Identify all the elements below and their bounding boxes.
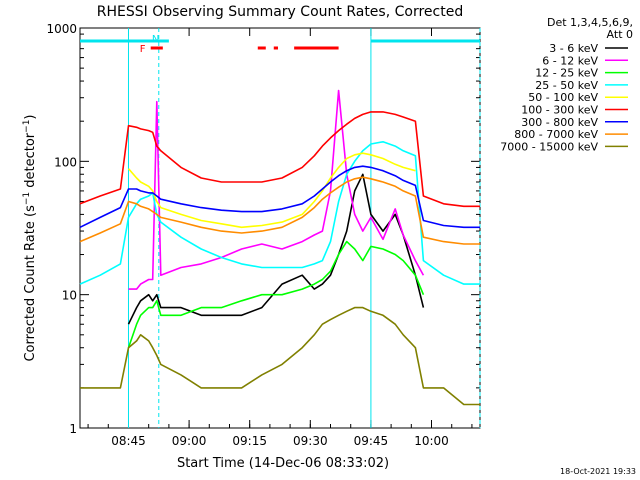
x-tick-label-2: 09:15 [232, 434, 267, 448]
series-lines [79, 89, 480, 406]
y-axis-label: Corrected Count Rate (s−1 detector−1) [22, 114, 38, 361]
flag-label-f: F [140, 44, 146, 55]
legend-header-line-1: Det 1,3,4,5,6,9, [547, 16, 633, 29]
x-tick-label-4: 09:45 [354, 434, 389, 448]
legend-label-5: 100 - 300 keV [521, 104, 598, 117]
x-tick-label-3: 09:30 [293, 434, 328, 448]
overlay-markers: FN [80, 28, 481, 428]
x-tick-label-5: 10:00 [414, 434, 449, 448]
series-line-6 [79, 165, 480, 229]
y-tick-label-1: 10 [62, 289, 77, 303]
legend-label-6: 300 - 800 keV [521, 116, 598, 129]
series-line-2 [127, 240, 425, 348]
x-tick-label-0: 08:45 [111, 434, 146, 448]
chart-title: RHESSI Observing Summary Count Rates, Co… [97, 4, 463, 20]
legend-label-4: 50 - 100 keV [528, 91, 598, 104]
x-tick-label-1: 09:00 [172, 434, 207, 448]
x-axis-label: Start Time (14-Dec-06 08:33:02) [177, 456, 389, 471]
y-tick-label-3: 1000 [46, 22, 77, 36]
x-axis: 08:45 09:00 09:15 09:30 09:45 10:00 [87, 28, 473, 448]
legend-label-2: 12 - 25 keV [535, 67, 598, 80]
legend-label-7: 800 - 7000 keV [514, 128, 598, 141]
series-line-0 [127, 173, 425, 325]
series-line-5 [79, 111, 480, 208]
series-line-3 [79, 141, 480, 285]
series-line-1 [128, 89, 425, 290]
series-line-7 [79, 176, 480, 245]
legend-label-0: 3 - 6 keV [549, 42, 598, 55]
flag-label-n: N [152, 34, 159, 45]
legend-header-line-2: Att 0 [607, 28, 633, 41]
series-line-8 [80, 306, 480, 406]
legend-label-3: 25 - 50 keV [535, 79, 598, 92]
legend-label-8: 7000 - 15000 keV [500, 140, 598, 153]
y-tick-label-0: 1 [69, 422, 77, 436]
legend-label-1: 6 - 12 keV [542, 54, 598, 67]
y-tick-label-2: 100 [54, 155, 77, 169]
timestamp: 18-Oct-2021 19:33 [560, 467, 636, 476]
y-axis: 1 10 100 1000 [46, 22, 480, 436]
plot-area: 08:45 09:00 09:15 09:30 09:45 10:00 1 10 100 100… [46, 22, 481, 448]
